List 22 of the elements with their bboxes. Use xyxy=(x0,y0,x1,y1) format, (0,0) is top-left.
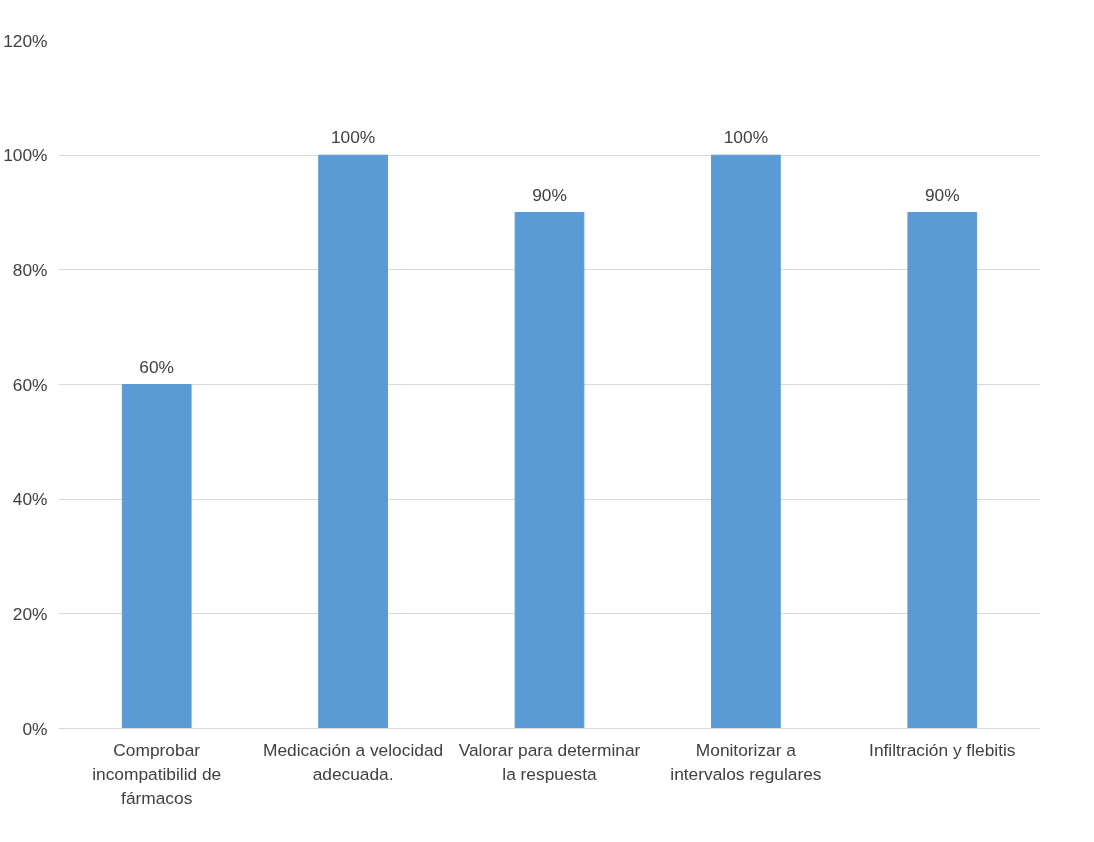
bar xyxy=(711,154,781,729)
data-label: 100% xyxy=(723,127,769,148)
y-tick-label: 20% xyxy=(12,603,48,624)
data-label: 100% xyxy=(330,127,376,148)
x-tick-label: Medicación a velocidad adecuada. xyxy=(263,739,444,784)
y-tick-label: 80% xyxy=(12,259,48,280)
bar xyxy=(907,212,978,729)
x-tick-label: Monitorizar a intervalos regulares xyxy=(670,739,822,784)
y-tick-label: 0% xyxy=(22,718,48,739)
bar xyxy=(121,384,192,729)
data-label: 90% xyxy=(924,184,960,205)
bar xyxy=(514,212,585,729)
y-tick-label: 100% xyxy=(3,145,48,166)
x-tick-label: Valorar para determinar la respuesta xyxy=(458,739,641,784)
y-tick-label: 40% xyxy=(12,489,48,510)
bar xyxy=(318,154,388,729)
data-label: 90% xyxy=(532,184,567,205)
x-tick-label: Comprobar incompatibilid de fármacos xyxy=(92,739,222,808)
data-label: 60% xyxy=(139,356,175,377)
y-tick-label: 120% xyxy=(3,30,48,51)
y-tick-label: 60% xyxy=(12,374,48,395)
x-tick-label: Infiltración y flebitis xyxy=(869,739,1016,760)
